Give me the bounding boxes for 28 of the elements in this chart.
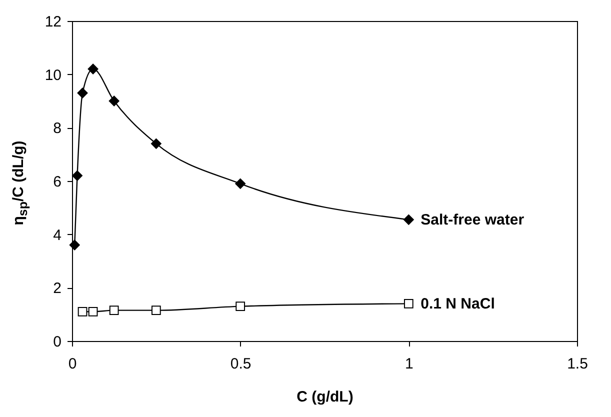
- point: [88, 306, 98, 316]
- point: [88, 64, 98, 74]
- y-tick-label: 10: [44, 66, 62, 84]
- point: [235, 178, 246, 189]
- y-tick-label: 0: [53, 334, 62, 350]
- y-tick-label: 8: [53, 120, 62, 138]
- x-tick-label: 0: [68, 356, 77, 372]
- x-tick-label: 0.5: [230, 356, 252, 372]
- y-tick-label: 4: [53, 226, 62, 244]
- y-tick-label: 12: [44, 14, 62, 30]
- point: [404, 298, 414, 308]
- series-label: 0.1 N NaCl: [420, 296, 495, 313]
- point: [72, 170, 82, 181]
- point: [151, 306, 161, 316]
- point: [236, 302, 246, 312]
- point: [403, 214, 414, 225]
- point: [69, 240, 80, 250]
- x-tick-label: 1: [404, 356, 414, 372]
- point: [78, 306, 88, 316]
- point: [108, 96, 120, 106]
- point: [150, 138, 162, 149]
- series-label: Salt-free water: [420, 212, 524, 229]
- y-tick-label: 2: [53, 280, 62, 298]
- y-tick-label: 6: [53, 174, 62, 190]
- x-tick-label: 1.5: [567, 356, 588, 372]
- point: [77, 88, 88, 98]
- x-axis-title: C (g/dL): [296, 388, 354, 406]
- point: [109, 306, 119, 316]
